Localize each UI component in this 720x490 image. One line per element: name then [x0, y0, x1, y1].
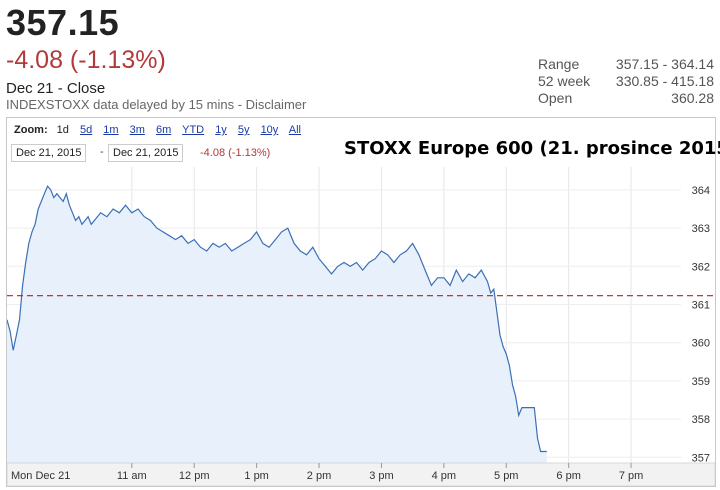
- chart-panel: 357 358 359 360 361 362 363 364 Mon Dec 21 11 am 1…: [6, 117, 720, 487]
- x-tick-label: 6 pm: [556, 470, 580, 482]
- chart-title: STOXX Europe 600 (21. prosince 2015): [344, 138, 720, 159]
- y-tick-label: 362: [692, 261, 710, 273]
- zoom-label: Zoom:: [14, 124, 48, 136]
- zoom-10y[interactable]: 10y: [260, 124, 279, 136]
- x-axis-strip: [7, 462, 715, 486]
- zoom-toolbar: Zoom: 1d 5d 1m 3m 6m YTD 1y 5y 10y All: [14, 124, 309, 136]
- y-tick-label: 364: [692, 185, 710, 197]
- stats-table: Range 357.15 - 364.14 52 week 330.85 - 4…: [538, 56, 714, 107]
- range-change: -4.08 (-1.13%): [200, 147, 271, 159]
- zoom-5y[interactable]: 5y: [237, 124, 250, 136]
- x-tick-label: 7 pm: [619, 470, 643, 482]
- zoom-ytd[interactable]: YTD: [182, 124, 205, 136]
- x-tick-label: 12 pm: [179, 470, 210, 482]
- price-change: -4.08 (-1.13%): [6, 46, 166, 74]
- x-tick-label: 2 pm: [307, 470, 331, 482]
- disclaimer-link[interactable]: Disclaimer: [245, 97, 307, 112]
- stat-value: 330.85 - 415.18: [615, 73, 714, 89]
- zoom-3m[interactable]: 3m: [129, 124, 145, 136]
- current-price: 357.15: [6, 2, 120, 43]
- stat-value: 360.28: [671, 90, 714, 106]
- stat-label: Range: [538, 56, 580, 72]
- y-tick-label: 360: [692, 338, 710, 350]
- close-date: Dec 21 - Close: [6, 80, 106, 97]
- stat-row-range: Range 357.15 - 364.14: [538, 56, 714, 73]
- stat-label: 52 week: [538, 73, 591, 89]
- zoom-1y[interactable]: 1y: [215, 124, 227, 136]
- x-tick-label: 5 pm: [494, 470, 518, 482]
- zoom-1d[interactable]: 1d: [56, 124, 69, 136]
- stat-row-open: Open 360.28: [538, 90, 714, 107]
- y-tick-label: 358: [692, 414, 710, 426]
- from-date-input[interactable]: Dec 21, 2015: [11, 144, 87, 162]
- to-date-input[interactable]: Dec 21, 2015: [108, 144, 184, 162]
- delay-text: INDEXSTOXX data delayed by 15 mins -: [6, 97, 246, 112]
- zoom-5d[interactable]: 5d: [79, 124, 93, 136]
- x-tick-label: 11 am: [117, 470, 147, 482]
- y-tick-label: 361: [692, 299, 710, 311]
- series-area: [7, 186, 547, 463]
- zoom-6m[interactable]: 6m: [155, 124, 172, 136]
- stat-label: Open: [538, 90, 573, 106]
- x-tick-label: 4 pm: [432, 470, 456, 482]
- date-range-dash: -: [100, 146, 104, 158]
- price-chart[interactable]: 357 358 359 360 361 362 363 364 Mon Dec 21 11 am 1…: [7, 118, 715, 486]
- zoom-1m[interactable]: 1m: [103, 124, 119, 136]
- stat-value: 357.15 - 364.14: [615, 56, 714, 72]
- x-tick-label: Mon Dec 21: [11, 470, 70, 482]
- y-tick-label: 359: [692, 376, 710, 388]
- zoom-all[interactable]: All: [288, 124, 301, 136]
- y-tick-label: 357: [692, 452, 710, 464]
- x-tick-label: 3 pm: [369, 470, 393, 482]
- stat-row-52week: 52 week 330.85 - 415.18: [538, 73, 714, 90]
- series-line: [7, 184, 547, 453]
- x-tick-label: 1 pm: [244, 470, 268, 482]
- y-tick-label: 363: [692, 223, 710, 235]
- delay-notice: INDEXSTOXX data delayed by 15 mins - Dis…: [6, 97, 306, 112]
